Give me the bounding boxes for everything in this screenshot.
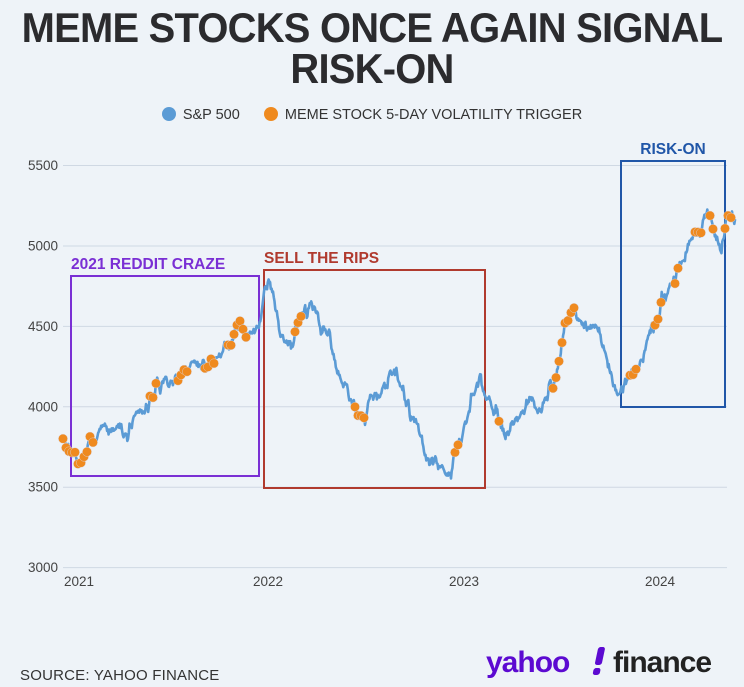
svg-text:2021: 2021 bbox=[64, 574, 94, 589]
svg-text:5500: 5500 bbox=[28, 158, 58, 173]
svg-text:4000: 4000 bbox=[28, 399, 58, 414]
svg-text:5000: 5000 bbox=[28, 239, 58, 254]
svg-text:finance: finance bbox=[613, 646, 711, 679]
svg-text:2023: 2023 bbox=[449, 574, 479, 589]
svg-text:2021 REDDIT CRAZE: 2021 REDDIT CRAZE bbox=[71, 256, 225, 273]
svg-text:3500: 3500 bbox=[28, 480, 58, 495]
svg-text:2024: 2024 bbox=[645, 574, 676, 589]
svg-text:RISK-ON: RISK-ON bbox=[640, 141, 705, 158]
svg-text:SELL THE RIPS: SELL THE RIPS bbox=[264, 250, 379, 267]
svg-text:yahoo: yahoo bbox=[486, 646, 570, 679]
svg-text:2022: 2022 bbox=[253, 574, 283, 589]
svg-text:3000: 3000 bbox=[28, 560, 58, 575]
svg-text:4500: 4500 bbox=[28, 319, 58, 334]
